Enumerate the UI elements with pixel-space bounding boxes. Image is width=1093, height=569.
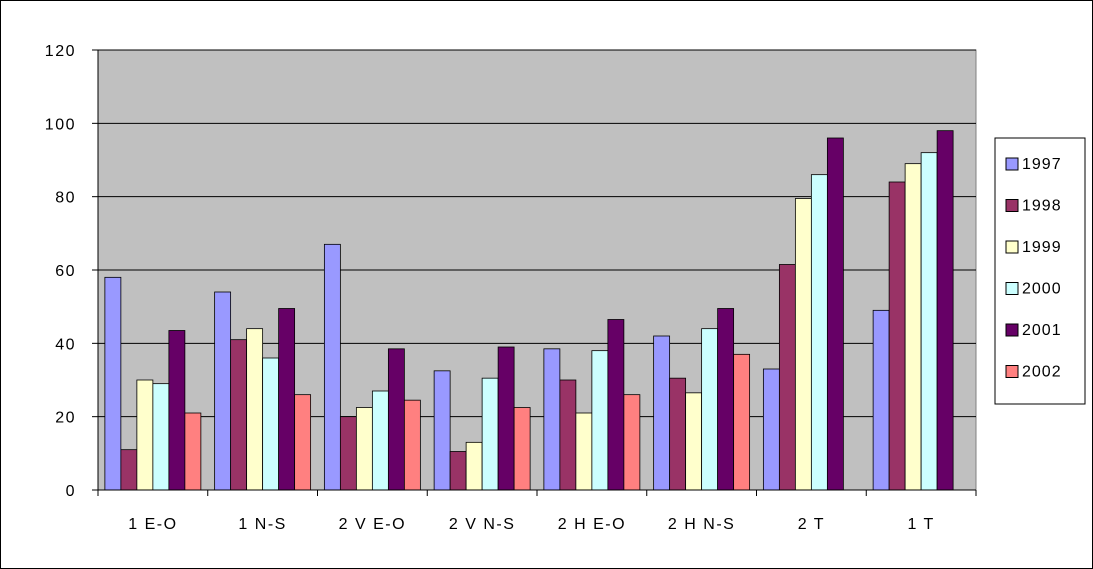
bar bbox=[104, 276, 122, 491]
x-tick-label: 1 E-O bbox=[128, 516, 177, 533]
bar bbox=[904, 163, 922, 491]
x-tick-label: 1 N-S bbox=[238, 516, 286, 533]
bar bbox=[733, 353, 751, 491]
bar bbox=[623, 394, 641, 491]
y-axis: 0 20 40 60 80 100 120 bbox=[45, 43, 99, 500]
bar bbox=[294, 394, 312, 491]
bar bbox=[214, 291, 232, 491]
y-tick-label: 0 bbox=[66, 483, 76, 500]
bar bbox=[888, 181, 906, 491]
bar bbox=[136, 379, 154, 491]
x-tick-label: 1 T bbox=[907, 516, 934, 533]
legend-swatch bbox=[1005, 365, 1019, 378]
y-tick-label: 20 bbox=[55, 410, 76, 427]
bar bbox=[591, 350, 609, 491]
bar bbox=[826, 137, 844, 491]
bar bbox=[262, 357, 280, 491]
bar bbox=[246, 328, 264, 491]
bar bbox=[794, 198, 812, 491]
bar bbox=[433, 370, 451, 491]
bar bbox=[278, 308, 296, 491]
legend-label: 2000 bbox=[1022, 281, 1062, 298]
x-axis: 1 E-O 1 N-S 2 V E-O 2 V N-S 2 H E-O 2 H N-S 2 … bbox=[97, 489, 977, 533]
legend-label: 2002 bbox=[1022, 364, 1062, 381]
legend-swatch bbox=[1005, 157, 1019, 171]
bar bbox=[575, 412, 593, 491]
bar bbox=[387, 348, 405, 491]
bar bbox=[481, 377, 499, 491]
bar bbox=[653, 335, 671, 491]
bar bbox=[513, 407, 531, 491]
bar bbox=[607, 319, 625, 491]
x-tick-label: 2 H N-S bbox=[668, 516, 735, 533]
y-tick-label: 100 bbox=[45, 116, 76, 133]
bar bbox=[497, 346, 515, 491]
bar bbox=[323, 243, 341, 491]
bar bbox=[449, 451, 467, 491]
bar bbox=[920, 152, 938, 491]
x-tick-label: 2 T bbox=[798, 516, 825, 533]
x-tick-label: 2 V E-O bbox=[339, 516, 406, 533]
bar bbox=[810, 174, 828, 491]
bar bbox=[762, 368, 780, 491]
legend-swatch bbox=[1005, 240, 1019, 254]
bar bbox=[778, 264, 796, 491]
bar bbox=[152, 383, 170, 491]
bar bbox=[465, 441, 483, 491]
x-tick-label: 2 H E-O bbox=[558, 516, 626, 533]
bar bbox=[230, 339, 248, 491]
bar bbox=[168, 330, 186, 491]
bar bbox=[717, 308, 735, 491]
bars bbox=[104, 130, 954, 491]
legend-box bbox=[994, 137, 1086, 405]
legend-label: 2001 bbox=[1022, 322, 1062, 339]
legend-label: 1998 bbox=[1022, 198, 1062, 215]
bar bbox=[685, 392, 703, 491]
y-tick-label: 80 bbox=[55, 190, 76, 207]
bar bbox=[339, 416, 357, 491]
bar bbox=[669, 377, 687, 491]
bar bbox=[543, 348, 561, 491]
legend-label: 1997 bbox=[1022, 156, 1062, 173]
bar bbox=[371, 390, 389, 491]
legend: 1997 1998 1999 2000 2001 2002 bbox=[994, 137, 1086, 405]
bar bbox=[559, 379, 577, 491]
bar bbox=[120, 449, 138, 491]
bar bbox=[184, 412, 202, 491]
legend-swatch bbox=[1005, 323, 1019, 337]
x-tick-label: 2 V N-S bbox=[449, 516, 516, 533]
legend-swatch bbox=[1005, 199, 1019, 212]
legend-label: 1999 bbox=[1022, 239, 1062, 256]
bar bbox=[355, 407, 373, 491]
bar bbox=[403, 399, 421, 491]
legend-swatch bbox=[1005, 282, 1019, 295]
bar bbox=[701, 328, 719, 491]
bar bbox=[872, 309, 890, 491]
y-tick-label: 120 bbox=[45, 43, 76, 60]
bar bbox=[936, 130, 954, 491]
y-tick-label: 60 bbox=[55, 263, 76, 280]
y-tick-label: 40 bbox=[55, 336, 76, 353]
